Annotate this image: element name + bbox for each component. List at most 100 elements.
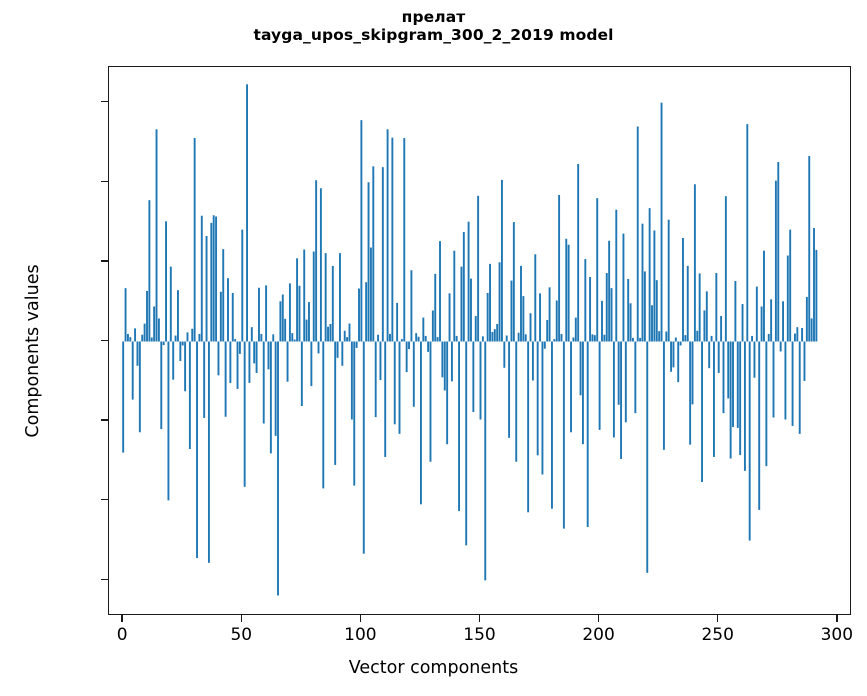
bar [336, 341, 339, 358]
bar [691, 341, 694, 405]
bar [296, 258, 299, 342]
bar [441, 341, 444, 378]
bar [698, 273, 701, 342]
bar [293, 339, 296, 342]
bar [143, 323, 146, 342]
bar [155, 129, 158, 342]
bar [131, 341, 134, 400]
bar [126, 333, 129, 342]
bar [424, 335, 427, 342]
bar [615, 209, 618, 342]
bar [393, 341, 396, 425]
bar [577, 163, 580, 342]
bar [315, 180, 318, 342]
bar [455, 335, 458, 342]
bar [620, 341, 623, 459]
bar [193, 138, 196, 342]
bar [608, 240, 611, 342]
bar [231, 292, 234, 342]
bar [763, 250, 765, 342]
plot-axes [108, 66, 851, 615]
bar [508, 341, 511, 438]
bar [124, 288, 127, 342]
chart-title-line-2: tayga_upos_skipgram_300_2_2019 model [253, 26, 614, 45]
x-tick-mark [121, 615, 123, 622]
bar [443, 341, 446, 391]
bar [596, 198, 599, 342]
bar [593, 335, 596, 342]
bar [329, 323, 332, 342]
bar [398, 341, 401, 434]
bar [150, 337, 153, 342]
bar [212, 215, 215, 342]
bar [612, 341, 615, 438]
bar [565, 238, 568, 342]
bar [667, 219, 670, 342]
bar [374, 341, 377, 418]
x-tick-label: 150 [463, 625, 496, 645]
bar [172, 341, 175, 380]
bar [472, 341, 475, 412]
bar [265, 285, 268, 342]
x-tick-label: 250 [701, 625, 734, 645]
bar [617, 341, 620, 405]
bar [148, 200, 151, 342]
bar [203, 341, 206, 418]
bar [748, 341, 751, 541]
bar [379, 341, 382, 381]
bar [350, 341, 353, 420]
bar [367, 182, 370, 342]
bar [255, 341, 258, 373]
bar [405, 341, 408, 373]
bar [298, 285, 301, 342]
bar [308, 302, 310, 342]
bar [274, 341, 277, 436]
bar [760, 306, 763, 342]
bar [636, 126, 639, 342]
x-axis-label: Vector components [348, 658, 519, 678]
x-tick-mark [240, 615, 243, 622]
bar [453, 250, 456, 342]
bar [622, 233, 625, 342]
bar [717, 341, 720, 373]
bar [560, 333, 563, 342]
bar [262, 341, 265, 424]
bar [465, 341, 468, 546]
bar [658, 331, 661, 342]
bar [305, 319, 308, 342]
bar [682, 237, 684, 342]
bar [484, 341, 487, 581]
bar [470, 278, 472, 342]
bar [589, 277, 592, 342]
bar [286, 341, 289, 382]
bar [222, 249, 225, 342]
bar [250, 327, 253, 342]
bar [427, 341, 430, 352]
bar [253, 341, 256, 364]
bar [555, 300, 558, 342]
bar [705, 291, 708, 342]
bar [548, 287, 551, 342]
bar [179, 341, 182, 362]
bar [500, 179, 503, 342]
bar [746, 124, 749, 342]
y-tick-mark [101, 578, 108, 581]
bar [258, 287, 260, 342]
bar [777, 161, 780, 342]
bar [805, 296, 808, 342]
y-tick-mark [101, 260, 108, 262]
bar [648, 208, 651, 342]
bar [267, 341, 270, 370]
bar [724, 196, 727, 342]
bar [246, 84, 248, 342]
bar [191, 328, 194, 342]
bar [736, 341, 739, 428]
bar [167, 341, 170, 501]
bar [174, 335, 177, 342]
bar [281, 294, 284, 342]
bar [417, 336, 420, 342]
bar [372, 166, 375, 342]
bar [703, 310, 706, 342]
bar [205, 236, 208, 342]
bar [355, 341, 358, 348]
